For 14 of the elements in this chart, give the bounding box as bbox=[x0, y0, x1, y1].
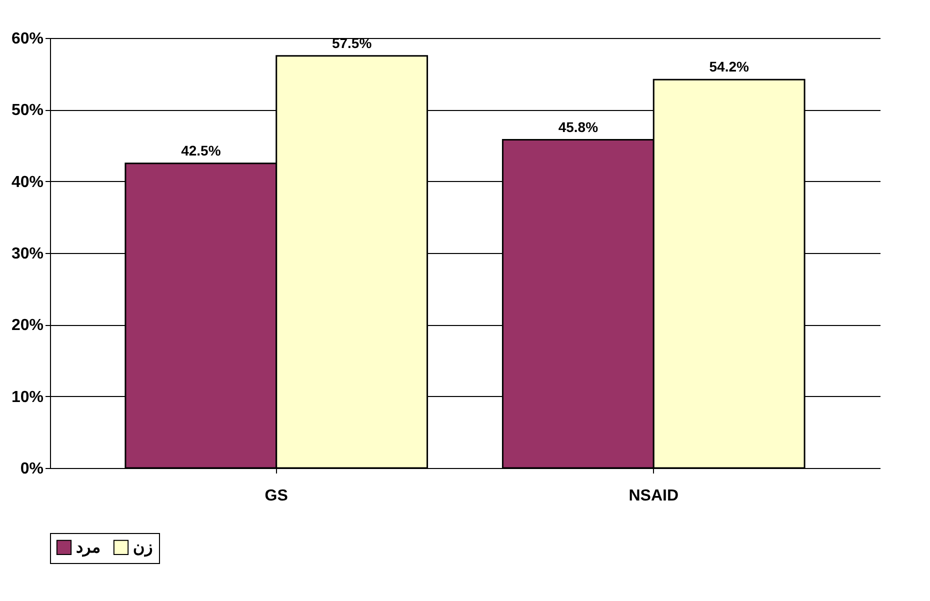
x-tick-label: GS bbox=[264, 488, 288, 504]
x-tick-label: NSAID bbox=[628, 488, 679, 504]
y-tick-label: 20% bbox=[11, 317, 44, 334]
legend-label: زن bbox=[133, 539, 153, 558]
legend-label: مرد bbox=[76, 539, 101, 558]
y-tick-label: 40% bbox=[11, 174, 44, 191]
y-tick-label: 10% bbox=[11, 388, 44, 406]
y-tick-label: 50% bbox=[11, 102, 44, 120]
data-label: 42.5% bbox=[181, 142, 222, 158]
data-label: 45.8% bbox=[558, 118, 599, 135]
data-label: 54.2% bbox=[709, 58, 750, 75]
y-tick-label: 60% bbox=[11, 30, 44, 48]
y-tick-label: 30% bbox=[11, 246, 44, 262]
y-tick-label: 0% bbox=[20, 460, 44, 478]
